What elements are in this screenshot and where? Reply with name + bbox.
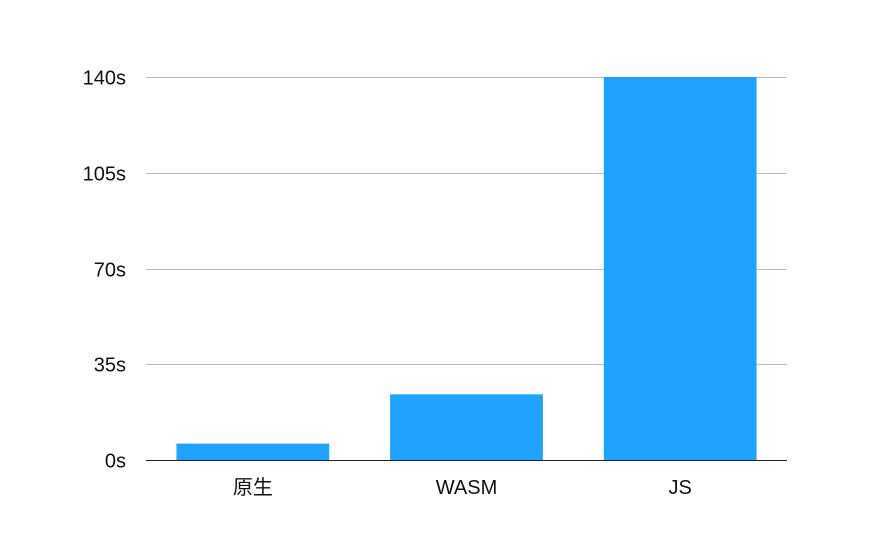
y-axis-tick-labels: 0s 35s 70s 105s 140s <box>83 68 126 473</box>
y-tick-label: 140s <box>83 68 126 90</box>
bars <box>176 77 757 460</box>
y-tick-label: 35s <box>94 355 126 377</box>
y-tick-label: 105s <box>83 164 126 186</box>
bar <box>176 443 330 460</box>
bar <box>603 77 757 460</box>
y-tick-label: 0s <box>105 451 126 473</box>
bar <box>390 394 543 460</box>
x-tick-label: 原生 <box>233 476 273 499</box>
x-axis-tick-labels: 原生 WASM JS <box>233 476 692 499</box>
y-tick-label: 70s <box>94 260 126 282</box>
x-tick-label: JS <box>668 477 691 499</box>
x-tick-label: WASM <box>436 477 497 499</box>
